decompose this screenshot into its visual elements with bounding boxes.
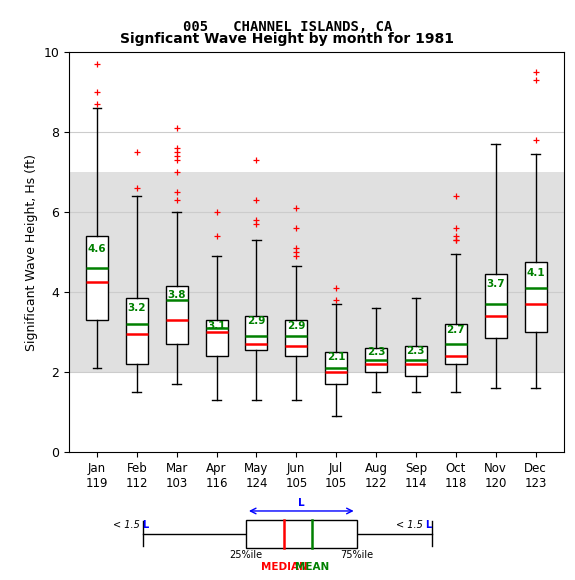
Text: 2.3: 2.3 [367, 347, 385, 357]
Bar [405, 346, 427, 376]
Text: 25%ile: 25%ile [229, 550, 263, 560]
Y-axis label: Significant Wave Height, Hs (ft): Significant Wave Height, Hs (ft) [25, 154, 38, 351]
Text: < 1.5: < 1.5 [113, 520, 143, 530]
Text: 2.3: 2.3 [407, 346, 425, 356]
Bar [166, 287, 187, 345]
Bar [69, 172, 564, 372]
Bar [524, 262, 547, 332]
Bar [285, 320, 307, 356]
Bar [485, 274, 507, 338]
Text: 2.9: 2.9 [287, 321, 305, 331]
Text: MEAN: MEAN [294, 563, 329, 572]
Bar [246, 520, 356, 548]
Text: 3.2: 3.2 [128, 303, 146, 313]
Text: 4.6: 4.6 [87, 244, 106, 254]
Text: 3.7: 3.7 [486, 279, 505, 289]
Bar [206, 320, 228, 356]
Text: 005   CHANNEL ISLANDS, CA: 005 CHANNEL ISLANDS, CA [183, 20, 392, 34]
Text: MEDIAN: MEDIAN [260, 563, 308, 572]
Text: 2.1: 2.1 [327, 352, 346, 362]
Bar [445, 324, 467, 364]
Text: 3.8: 3.8 [167, 290, 186, 300]
Text: 3.1: 3.1 [207, 321, 225, 331]
Text: L: L [426, 520, 432, 530]
Text: < 1.5: < 1.5 [396, 520, 426, 530]
Text: 4.1: 4.1 [526, 268, 545, 278]
Text: 2.9: 2.9 [247, 317, 266, 327]
Bar [365, 349, 387, 372]
Text: L: L [143, 520, 149, 530]
Text: Signficant Wave Height by month for 1981: Signficant Wave Height by month for 1981 [121, 32, 454, 46]
Bar [246, 316, 267, 350]
Bar [86, 236, 108, 320]
Text: 2.7: 2.7 [446, 325, 465, 335]
Text: L: L [298, 498, 305, 508]
Bar [126, 298, 148, 364]
Text: 75%ile: 75%ile [340, 550, 373, 560]
Bar [325, 353, 347, 385]
